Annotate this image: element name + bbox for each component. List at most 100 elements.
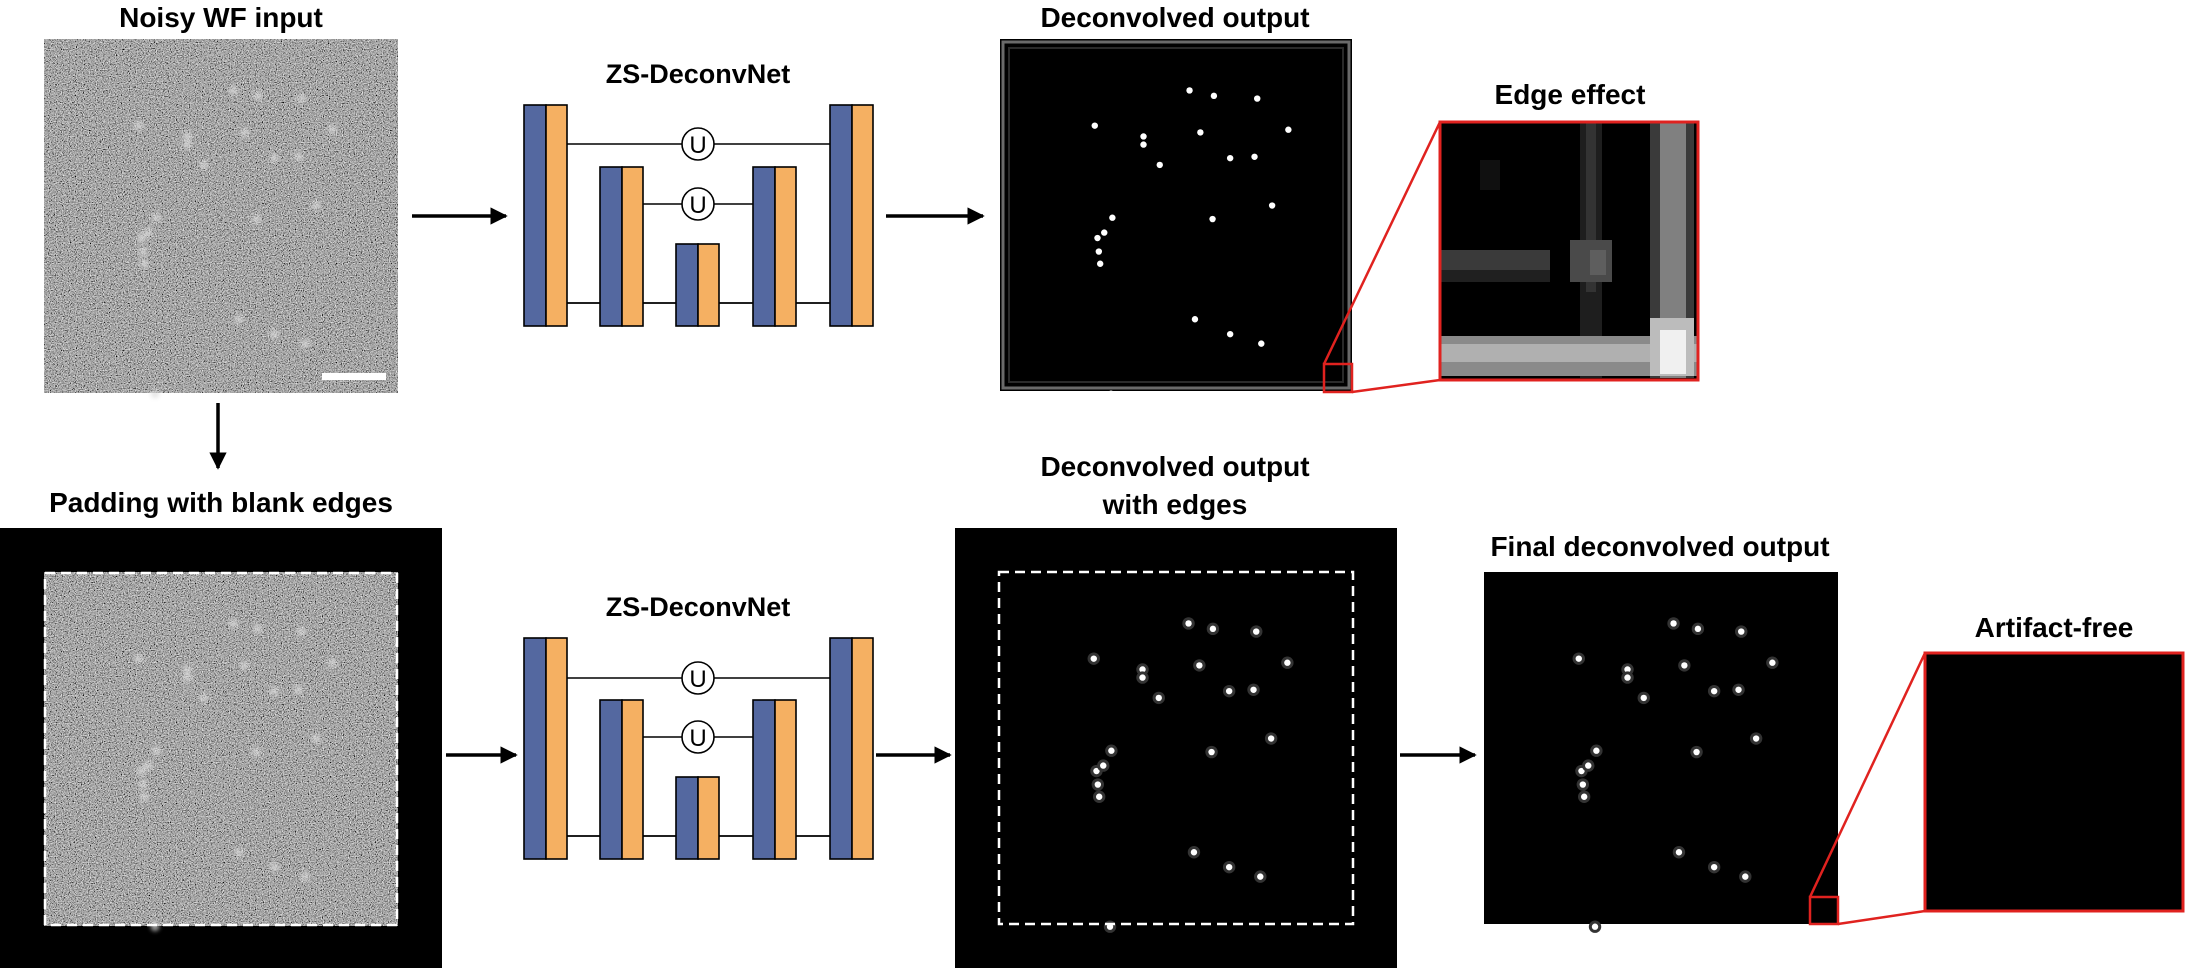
bead-spot (253, 624, 263, 634)
bead-spot (139, 259, 149, 269)
bead-spot (1140, 141, 1147, 148)
noisy-input-image (44, 39, 398, 399)
encoder-block (675, 243, 699, 327)
encoder-block (752, 699, 776, 860)
bead-spot (1210, 92, 1218, 100)
bead-spot (327, 658, 337, 668)
bead-spot (1681, 662, 1688, 669)
bead-spot (1140, 133, 1147, 140)
bead-spot (234, 847, 244, 857)
bead-spot (1094, 234, 1101, 242)
bead-spot (1735, 686, 1742, 693)
encoder-block (675, 776, 699, 860)
bead-spot (1579, 781, 1587, 788)
bead-spot (269, 686, 279, 696)
encoder-block (523, 637, 547, 860)
bead-spot (1095, 248, 1103, 255)
bead-spot (1693, 748, 1700, 756)
artifact-free-zoom (1923, 651, 2185, 913)
bead-spot (1585, 762, 1592, 769)
bead-spot (1258, 340, 1265, 347)
bead-spot (1251, 153, 1258, 160)
edge-effect-title: Edge effect (1495, 79, 1646, 110)
encoder-block (599, 699, 623, 860)
bead-spot (252, 747, 262, 757)
bead-spot (183, 131, 193, 141)
artifact-free-title: Artifact-free (1975, 612, 2134, 643)
bead-spot (1139, 674, 1146, 681)
decoder-block (545, 104, 568, 327)
decoder-block (697, 243, 720, 327)
bead-spot (1094, 781, 1102, 788)
bead-spot (1156, 161, 1163, 169)
bead-spot (239, 660, 249, 670)
edge-zoom-region-bottom (1808, 895, 1840, 926)
noisy-input-title: Noisy WF input (119, 2, 323, 33)
bead-spot (151, 213, 161, 223)
final-output-title: Final deconvolved output (1490, 531, 1829, 562)
bead-spot (311, 201, 321, 211)
bead-spot (1101, 229, 1108, 236)
bead-spot (300, 339, 310, 349)
encoder-block (752, 166, 776, 327)
decoder-block (697, 776, 720, 860)
bead-spot (311, 734, 321, 744)
bead-spot (1225, 863, 1233, 871)
bead-spot (1710, 687, 1718, 695)
bead-spot (1208, 748, 1215, 756)
bead-spot (1139, 666, 1146, 673)
bead-spot (234, 314, 244, 324)
decoder-block (851, 104, 874, 327)
bead-spot (143, 761, 153, 771)
bead-spot (1093, 767, 1100, 775)
bead-spot (1769, 659, 1776, 666)
bead-spot (296, 627, 306, 637)
bead-spot (294, 152, 304, 162)
encoder-block (523, 104, 547, 327)
bead-spot (1226, 330, 1234, 338)
bead-spot (139, 792, 149, 802)
bead-spot (1095, 793, 1103, 800)
encoder-block (599, 166, 623, 327)
bead-spot (1624, 674, 1631, 681)
bead-spot (183, 673, 193, 683)
decoder-block (851, 637, 874, 860)
padded-input-image (0, 528, 442, 968)
network-title-bottom: ZS-DeconvNet (606, 592, 791, 622)
bead-spot (183, 140, 193, 150)
bead-spot (1108, 747, 1115, 754)
bead-spot (253, 91, 263, 101)
bead-spot (1250, 686, 1257, 693)
bead-spot (1196, 662, 1203, 669)
bead-spot (1091, 122, 1098, 129)
skip-connection-u-icon (681, 661, 715, 695)
decoder-block (545, 637, 568, 860)
bead-spot (1624, 666, 1631, 673)
bead-spot (296, 94, 306, 104)
decoder-block (621, 166, 644, 327)
bead-spot (1225, 687, 1233, 695)
bead-spot (1268, 202, 1276, 209)
bead-spot (150, 389, 160, 399)
bead-spot (136, 233, 146, 243)
svg-text:U: U (689, 132, 706, 159)
bead-spot (1591, 923, 1599, 930)
edge-effect-zoom (1438, 120, 1700, 382)
bead-spot (300, 872, 310, 882)
svg-text:U: U (689, 725, 706, 752)
bead-spot (269, 329, 279, 339)
bead-spot (1191, 316, 1199, 323)
bead-spot (134, 121, 144, 131)
crop-boundary-dashed (997, 570, 1355, 926)
bead-spot (151, 746, 161, 756)
skip-connection-u-icon (681, 720, 715, 754)
bead-spot (229, 85, 239, 95)
bead-spot (1253, 628, 1260, 635)
bead-spot (1100, 762, 1107, 769)
bead-spot (1096, 260, 1104, 267)
output-with-edges-title-line1: Deconvolved output (1040, 451, 1309, 482)
bead-spot (1109, 214, 1116, 221)
bead-spot (143, 228, 153, 238)
bead-spot (136, 766, 146, 776)
